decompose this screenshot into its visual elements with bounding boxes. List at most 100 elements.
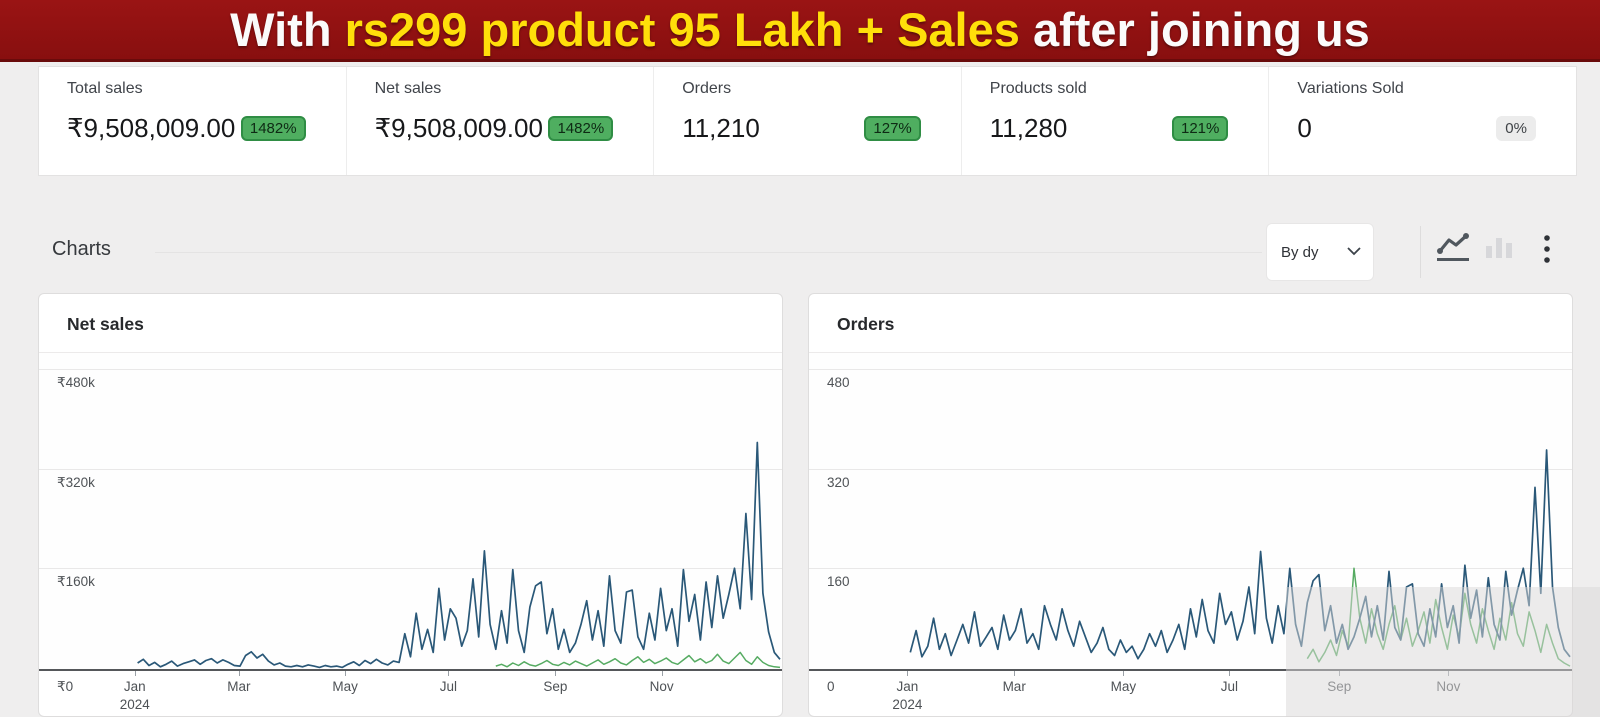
net-sales-chart-card: Net sales ₹480k ₹320k ₹160k ₹0 Jan 2024 Mar Ma… bbox=[38, 293, 783, 717]
chart-title: Net sales bbox=[39, 294, 782, 353]
stat-change-badge: 127% bbox=[864, 116, 921, 141]
stat-value: 11,280 bbox=[989, 113, 1068, 143]
x-axis-label: Nov bbox=[650, 679, 674, 694]
x-axis-label-text: Jan bbox=[123, 679, 146, 694]
banner-text-left: With bbox=[230, 3, 345, 56]
stat-change-badge: 1482% bbox=[240, 116, 306, 141]
charts-section-title: Charts bbox=[52, 238, 111, 260]
x-axis-sublabel: 2024 bbox=[119, 697, 150, 712]
x-axis-label: Mar bbox=[227, 679, 250, 694]
x-axis-label-text: Mar bbox=[227, 679, 251, 694]
line-chart-icon[interactable] bbox=[1436, 232, 1470, 266]
line-series-svg bbox=[137, 441, 781, 669]
stat-label: Products sold bbox=[989, 80, 1087, 97]
stat-value: 11,210 bbox=[682, 113, 760, 143]
stat-label: Orders bbox=[682, 80, 732, 97]
stat-card-products-sold[interactable]: Products sold 11,280 121% bbox=[962, 67, 1270, 175]
banner-text-highlight: rs299 product 95 Lakh + Sales bbox=[344, 3, 1020, 56]
x-axis-label-text: May bbox=[332, 679, 358, 694]
axis-tick-mark bbox=[1448, 671, 1450, 676]
x-axis-label-text: ₹0 bbox=[57, 679, 74, 694]
axis-tick-mark bbox=[907, 671, 909, 676]
stat-card-variations-sold[interactable]: Variations Sold 0 0% bbox=[1269, 67, 1576, 175]
x-axis-label-text: 0 bbox=[827, 679, 835, 694]
toolbar-separator bbox=[1420, 226, 1421, 278]
stat-value: 0 bbox=[1297, 113, 1312, 143]
interval-dropdown-value: By dy bbox=[1281, 243, 1319, 261]
charts-section-header: Charts By dy bbox=[0, 222, 1600, 282]
x-axis-label-text: May bbox=[1110, 679, 1137, 694]
y-axis-label: ₹320k bbox=[57, 474, 95, 490]
bar-chart-icon[interactable] bbox=[1484, 234, 1514, 262]
y-axis-label: ₹480k bbox=[57, 375, 95, 390]
stat-label: Net sales bbox=[374, 80, 442, 97]
banner-text-right: after joining us bbox=[1019, 3, 1370, 56]
y-gridline bbox=[809, 369, 1572, 370]
kebab-menu-icon[interactable] bbox=[1542, 230, 1558, 270]
x-axis-label: Nov bbox=[1436, 679, 1460, 694]
x-axis-label: Mar bbox=[1003, 679, 1026, 694]
axis-tick-mark bbox=[1014, 671, 1016, 676]
y-axis-label: 160 bbox=[827, 574, 850, 590]
x-axis-label-text: Sep bbox=[543, 679, 568, 694]
x-axis-label: Jul bbox=[1221, 679, 1238, 694]
axis-tick-mark bbox=[238, 671, 240, 676]
series-primary-line bbox=[137, 441, 781, 669]
stat-change-badge: 1482% bbox=[548, 116, 614, 141]
y-axis-label: ₹160k bbox=[57, 574, 95, 590]
x-axis-label-text: Jul bbox=[1220, 679, 1239, 694]
chevron-down-icon bbox=[1347, 243, 1361, 261]
y-axis-label: 320 bbox=[827, 474, 850, 490]
active-toggle-underline bbox=[1437, 258, 1469, 261]
x-axis-label: Jan 2024 bbox=[120, 679, 150, 712]
x-axis-label: May bbox=[1111, 679, 1137, 694]
stat-card-orders[interactable]: Orders 11,210 127% bbox=[654, 67, 962, 175]
y-gridline bbox=[39, 468, 782, 470]
x-axis-label-text: Nov bbox=[649, 679, 674, 694]
x-axis-label-text: Sep bbox=[1327, 679, 1352, 694]
line-series-svg bbox=[909, 449, 1571, 667]
net-sales-x-axis: ₹0 Jan 2024 Mar May Jul Sep Nov bbox=[39, 671, 782, 715]
orders-x-axis: 0 Jan 2024 Mar May Jul Sep Nov bbox=[809, 671, 1572, 715]
y-axis-label: 480 bbox=[827, 375, 850, 390]
axis-tick-mark bbox=[134, 671, 136, 676]
axis-tick-mark bbox=[345, 671, 347, 676]
orders-chart-card: Orders 480 320 160 0 Jan 2024 Mar May Jul Sep Nov bbox=[808, 293, 1573, 717]
x-axis-label: Sep bbox=[1327, 679, 1351, 694]
y-gridline bbox=[809, 568, 1572, 570]
x-axis-label: May bbox=[332, 679, 358, 694]
stat-card-net-sales[interactable]: Net sales ₹9,508,009.00 1482% bbox=[347, 67, 655, 175]
stat-change-badge: 0% bbox=[1496, 116, 1536, 141]
x-axis-label-text: Jul bbox=[439, 679, 458, 694]
stat-card-total-sales[interactable]: Total sales ₹9,508,009.00 1482% bbox=[39, 67, 347, 175]
x-axis-label-text: Nov bbox=[1436, 679, 1461, 694]
y-gridline bbox=[39, 369, 782, 370]
series-secondary-line bbox=[495, 651, 781, 669]
x-axis-label: Sep bbox=[543, 679, 567, 694]
stat-label: Total sales bbox=[67, 80, 143, 97]
interval-dropdown[interactable]: By dy bbox=[1267, 224, 1373, 280]
axis-tick-mark bbox=[661, 671, 663, 676]
x-axis-label-text: Jan bbox=[896, 679, 919, 694]
x-axis-label: ₹0 bbox=[57, 679, 73, 695]
orders-plot-area[interactable]: 480 320 160 bbox=[809, 353, 1572, 671]
axis-tick-mark bbox=[1229, 671, 1231, 676]
stat-change-badge: 121% bbox=[1172, 116, 1229, 141]
axis-tick-mark bbox=[1123, 671, 1125, 676]
stat-value: ₹9,508,009.00 bbox=[67, 113, 236, 143]
axis-tick-mark bbox=[448, 671, 450, 676]
net-sales-plot-area[interactable]: ₹480k ₹320k ₹160k bbox=[39, 353, 782, 671]
promo-banner: With rs299 product 95 Lakh + Sales after… bbox=[0, 0, 1600, 62]
x-axis-label: Jul bbox=[440, 679, 457, 694]
header-divider bbox=[155, 252, 1262, 253]
stat-value: ₹9,508,009.00 bbox=[374, 113, 543, 143]
chart-title: Orders bbox=[809, 294, 1572, 353]
y-gridline bbox=[809, 468, 1572, 470]
x-axis-sublabel: 2024 bbox=[892, 697, 923, 712]
x-axis-label: Jan 2024 bbox=[892, 679, 922, 712]
y-gridline bbox=[39, 568, 782, 570]
stats-row: Total sales ₹9,508,009.00 1482% Net sale… bbox=[38, 66, 1577, 176]
x-axis-label: 0 bbox=[827, 679, 835, 694]
stat-label: Variations Sold bbox=[1297, 80, 1404, 97]
